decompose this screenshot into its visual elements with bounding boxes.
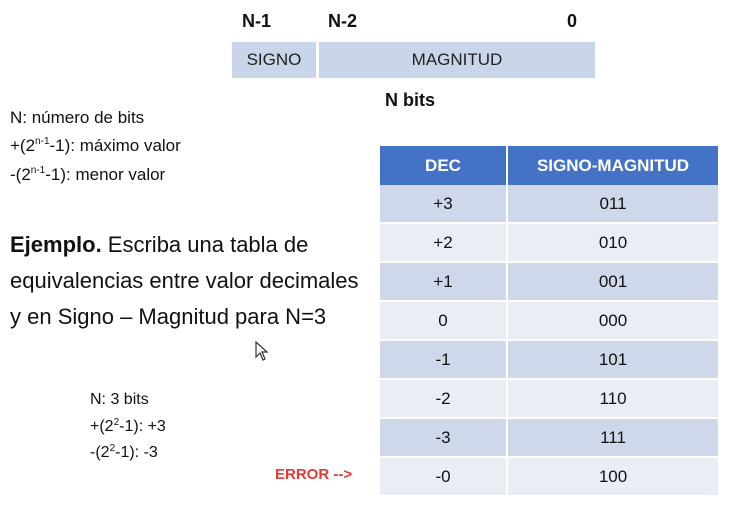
table-row: -0 100: [380, 457, 718, 497]
field-magnitud: MAGNITUD: [319, 42, 595, 78]
example-text: Escriba una tabla de equivalencias entre…: [10, 232, 359, 329]
n-bits-caption: N bits: [385, 90, 436, 110]
table-row: -2 110: [380, 379, 718, 419]
calc-line-bits: N: 3 bits: [90, 391, 149, 408]
equivalence-table: DEC SIGNO-MAGNITUD +3 011 +2 010 +1 001 0 00…: [380, 146, 718, 497]
info-line-max: +(2n-1-1): máximo valor: [10, 136, 181, 155]
sm-cell: 001: [507, 262, 718, 302]
calc-line-min: -(22-1): -3: [90, 443, 158, 462]
table-header-row: DEC SIGNO-MAGNITUD: [380, 146, 718, 185]
table-row: +2 010: [380, 223, 718, 263]
header-signo-magnitud: SIGNO-MAGNITUD: [507, 146, 718, 185]
info-line-bits: N: número de bits: [10, 108, 145, 127]
table-row: -1 101: [380, 340, 718, 380]
bit-label-n-2: N-2: [328, 11, 358, 31]
sm-cell: 011: [507, 185, 718, 224]
dec-cell: +1: [380, 262, 508, 302]
table-row: 0 000: [380, 301, 718, 341]
dec-cell: -2: [380, 379, 508, 419]
dec-cell: -1: [380, 340, 508, 380]
header-dec: DEC: [380, 146, 508, 185]
table-row: +1 001: [380, 262, 718, 302]
bit-label-n-1: N-1: [242, 11, 272, 31]
field-signo: SIGNO: [232, 42, 316, 78]
dec-cell: +2: [380, 223, 508, 263]
table-row: -3 111: [380, 418, 718, 458]
field-magnitud-label: MAGNITUD: [411, 50, 503, 69]
mouse-cursor-icon: [255, 341, 269, 361]
example-paragraph: Ejemplo. Escriba una tabla de equivalenc…: [10, 227, 360, 335]
sm-cell: 101: [507, 340, 718, 380]
dec-cell: 0: [380, 301, 508, 341]
calc-line-max: +(22-1): +3: [90, 417, 166, 436]
example-heading: Ejemplo.: [10, 232, 102, 257]
dec-cell: +3: [380, 185, 508, 224]
sm-cell: 110: [507, 379, 718, 419]
sm-cell: 000: [507, 301, 718, 341]
bit-label-0: 0: [567, 11, 578, 31]
info-line-min: -(2n-1-1): menor valor: [10, 165, 166, 184]
dec-cell: -3: [380, 418, 508, 458]
sm-cell: 010: [507, 223, 718, 263]
field-signo-label: SIGNO: [246, 50, 302, 69]
sm-cell: 111: [507, 418, 718, 458]
table-row: +3 011: [380, 185, 718, 224]
error-label: ERROR -->: [275, 466, 353, 483]
dec-cell: -0: [380, 457, 508, 497]
sm-cell: 100: [507, 457, 718, 497]
